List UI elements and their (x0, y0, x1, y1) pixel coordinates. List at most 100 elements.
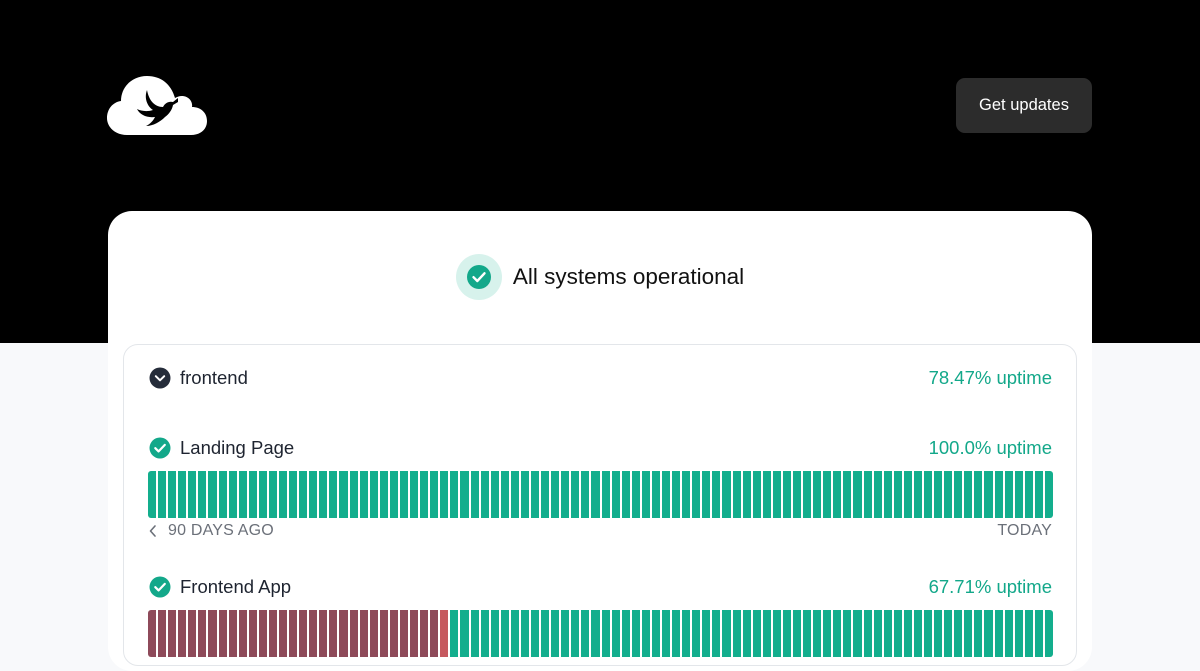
uptime-day-bar[interactable] (752, 471, 761, 518)
uptime-day-bar[interactable] (349, 610, 358, 657)
uptime-day-bar[interactable] (732, 471, 741, 518)
uptime-day-bar[interactable] (571, 610, 580, 657)
uptime-day-bar[interactable] (752, 610, 761, 657)
uptime-day-bar[interactable] (702, 610, 711, 657)
uptime-day-bar[interactable] (470, 610, 479, 657)
uptime-day-bar[interactable] (178, 471, 187, 518)
uptime-day-bar[interactable] (621, 610, 630, 657)
uptime-day-bar[interactable] (742, 471, 751, 518)
uptime-day-bar[interactable] (571, 471, 580, 518)
uptime-day-bar[interactable] (903, 471, 912, 518)
uptime-day-bar[interactable] (410, 610, 419, 657)
uptime-day-bar[interactable] (661, 471, 671, 518)
uptime-day-bar[interactable] (420, 610, 429, 657)
uptime-day-bar[interactable] (1004, 471, 1013, 518)
uptime-day-bar[interactable] (480, 471, 489, 518)
uptime-day-bar[interactable] (672, 471, 681, 518)
uptime-day-bar[interactable] (440, 610, 449, 657)
uptime-day-bar[interactable] (520, 471, 529, 518)
cloud-bird-logo[interactable] (107, 74, 208, 136)
uptime-day-bar[interactable] (964, 610, 973, 657)
uptime-day-bar[interactable] (329, 471, 338, 518)
uptime-day-bar[interactable] (218, 610, 227, 657)
uptime-day-bar[interactable] (359, 610, 368, 657)
uptime-day-bar[interactable] (641, 610, 650, 657)
uptime-day-bar[interactable] (359, 471, 368, 518)
uptime-day-bar[interactable] (168, 471, 177, 518)
uptime-day-bar[interactable] (591, 471, 600, 518)
uptime-day-bar[interactable] (309, 610, 318, 657)
uptime-day-bar[interactable] (369, 610, 378, 657)
uptime-day-bar[interactable] (158, 610, 167, 657)
uptime-day-bar[interactable] (168, 610, 177, 657)
uptime-day-bar[interactable] (1034, 471, 1043, 518)
uptime-day-bar[interactable] (651, 471, 660, 518)
uptime-day-bar[interactable] (430, 471, 439, 518)
uptime-day-bar[interactable] (813, 610, 822, 657)
uptime-day-bar[interactable] (641, 471, 650, 518)
uptime-day-bar[interactable] (651, 610, 660, 657)
uptime-day-bar[interactable] (530, 471, 540, 518)
uptime-day-bar[interactable] (702, 471, 711, 518)
uptime-day-bar[interactable] (430, 610, 439, 657)
uptime-day-bar[interactable] (974, 610, 983, 657)
uptime-day-bar[interactable] (863, 471, 872, 518)
uptime-day-bar[interactable] (248, 610, 257, 657)
uptime-day-bar[interactable] (339, 610, 348, 657)
uptime-day-bar[interactable] (238, 610, 247, 657)
uptime-day-bar[interactable] (299, 471, 308, 518)
uptime-day-bar[interactable] (954, 471, 963, 518)
uptime-day-bar[interactable] (561, 471, 570, 518)
uptime-day-bar[interactable] (944, 610, 953, 657)
uptime-day-bar[interactable] (712, 471, 721, 518)
uptime-day-bar[interactable] (480, 610, 489, 657)
uptime-day-bar[interactable] (208, 471, 217, 518)
uptime-day-bar[interactable] (339, 471, 348, 518)
uptime-day-bar[interactable] (581, 610, 590, 657)
uptime-day-bar[interactable] (399, 610, 409, 657)
uptime-day-bar[interactable] (279, 471, 288, 518)
uptime-day-bar[interactable] (924, 610, 933, 657)
uptime-day-bar[interactable] (893, 471, 902, 518)
uptime-day-bar[interactable] (913, 471, 923, 518)
uptime-day-bar[interactable] (601, 471, 610, 518)
uptime-day-bar[interactable] (248, 471, 257, 518)
uptime-day-bar[interactable] (853, 471, 862, 518)
uptime-day-bar[interactable] (319, 471, 328, 518)
uptime-day-bar[interactable] (470, 471, 479, 518)
uptime-day-bar[interactable] (460, 471, 469, 518)
uptime-day-bar[interactable] (591, 610, 600, 657)
uptime-day-bar[interactable] (682, 610, 691, 657)
uptime-day-bar[interactable] (863, 610, 872, 657)
uptime-day-bar[interactable] (793, 471, 802, 518)
group-toggle[interactable]: frontend (149, 367, 248, 389)
uptime-day-bar[interactable] (903, 610, 912, 657)
uptime-day-bar[interactable] (601, 610, 610, 657)
uptime-day-bar[interactable] (551, 610, 560, 657)
uptime-day-bar[interactable] (228, 610, 237, 657)
uptime-day-bar[interactable] (672, 610, 681, 657)
uptime-day-bar[interactable] (551, 471, 560, 518)
uptime-day-bar[interactable] (258, 610, 267, 657)
uptime-day-bar[interactable] (490, 471, 499, 518)
uptime-day-bar[interactable] (208, 610, 217, 657)
uptime-day-bar[interactable] (238, 471, 247, 518)
uptime-day-bar[interactable] (1024, 471, 1033, 518)
uptime-day-bar[interactable] (379, 610, 388, 657)
uptime-day-bar[interactable] (954, 610, 963, 657)
uptime-day-bar[interactable] (450, 610, 459, 657)
uptime-day-bar[interactable] (944, 471, 953, 518)
uptime-day-bar[interactable] (712, 610, 721, 657)
chevron-left-icon[interactable] (148, 524, 158, 538)
uptime-day-bar[interactable] (782, 610, 791, 657)
uptime-day-bar[interactable] (420, 471, 429, 518)
uptime-day-bar[interactable] (279, 610, 288, 657)
uptime-day-bar[interactable] (843, 471, 852, 518)
uptime-day-bar[interactable] (289, 610, 298, 657)
uptime-day-bar[interactable] (329, 610, 338, 657)
uptime-day-bar[interactable] (188, 471, 197, 518)
uptime-day-bar[interactable] (964, 471, 973, 518)
uptime-day-bar[interactable] (782, 471, 791, 518)
uptime-day-bar[interactable] (994, 471, 1003, 518)
uptime-day-bar[interactable] (148, 471, 157, 518)
